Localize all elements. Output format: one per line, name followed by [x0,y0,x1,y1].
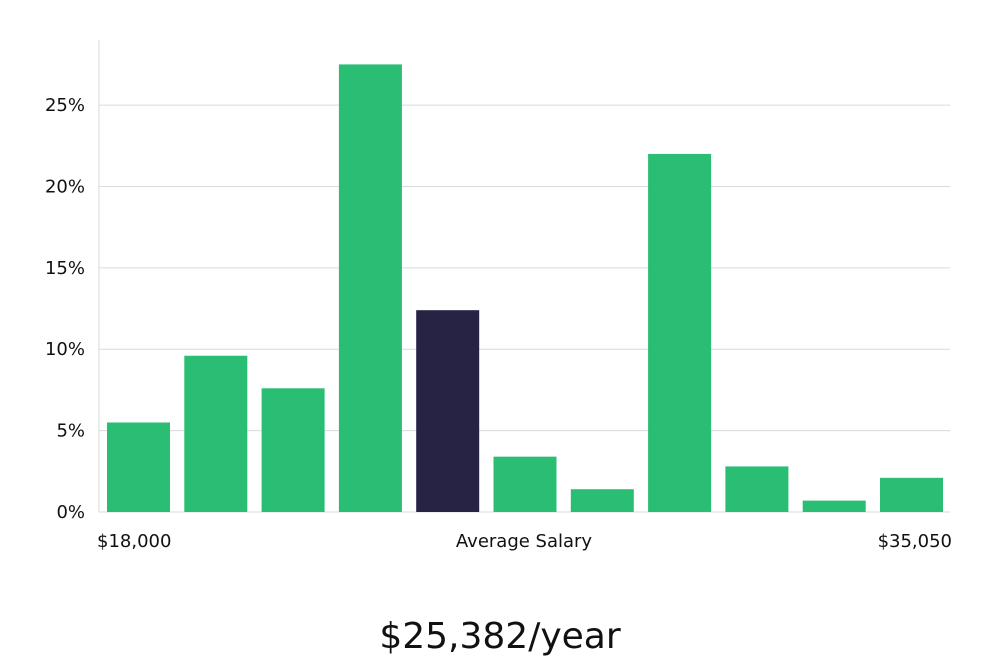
grid-lines [99,104,950,432]
y-tick-label: 0% [56,502,85,523]
bar [184,355,248,512]
y-tick-label: 15% [45,258,85,279]
bar-highlighted [416,310,480,512]
y-tick-label: 20% [45,176,85,197]
bar [261,388,325,512]
bar [802,500,866,512]
bar [338,64,402,513]
bar [648,153,712,512]
x-axis-title: Average Salary [456,531,593,552]
bar [570,489,634,512]
x-end-label: $35,050 [878,531,952,552]
bar [493,456,557,512]
y-tick-label: 25% [45,95,85,116]
bars [107,64,943,513]
x-start-label: $18,000 [97,531,171,552]
bar [880,477,943,512]
y-tick-label: 10% [45,339,85,360]
bar [107,422,170,512]
average-salary-value: $25,382/year [379,616,621,657]
y-tick-label: 5% [56,421,85,442]
y-tick-labels: 0% 5% 10% 15% 20% 25% [45,95,85,523]
bar [725,466,789,512]
